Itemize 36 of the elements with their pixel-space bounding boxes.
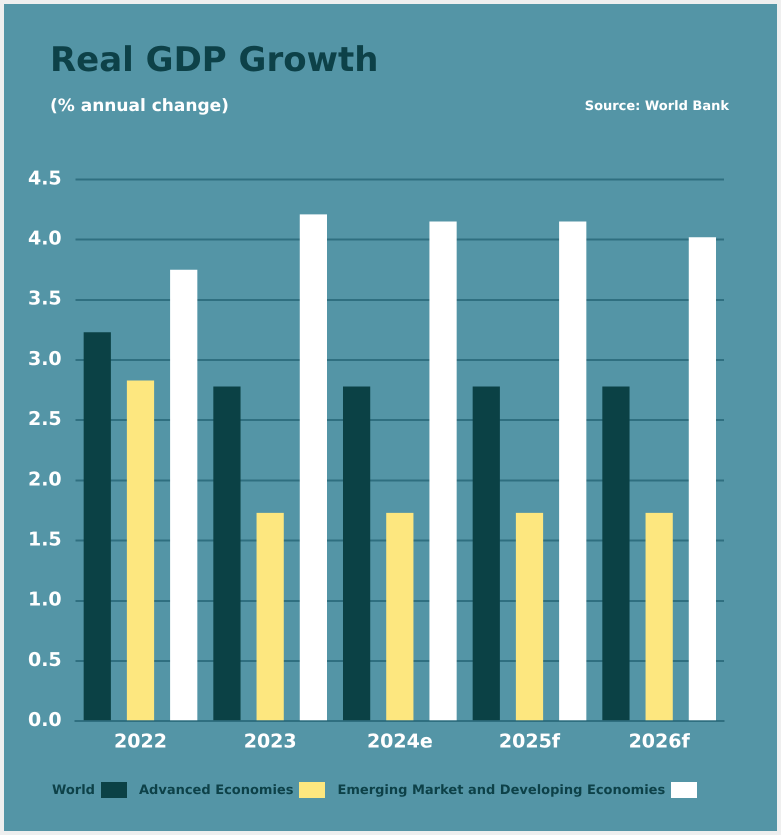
bar [559, 222, 586, 720]
x-tick-label: 2026f [628, 730, 690, 753]
x-tick-label: 2023 [244, 730, 297, 753]
bar [342, 386, 370, 720]
bar [213, 386, 241, 720]
bar [300, 214, 327, 720]
bar [688, 237, 716, 720]
y-tick-label: 4.0 [28, 228, 62, 250]
legend-label: Advanced Economies [138, 782, 294, 798]
y-tick-label: 3.0 [28, 348, 62, 370]
bar [386, 512, 414, 720]
bar [602, 386, 630, 720]
y-tick-label: 0.5 [28, 648, 62, 671]
x-tick-label: 2024e [366, 730, 433, 753]
y-tick-label: 1.0 [28, 588, 62, 611]
legend-label: Emerging Market and Developing Economies [337, 782, 666, 798]
source-note: Source: World Bank [584, 99, 729, 114]
y-tick-label: 2.0 [28, 468, 62, 490]
bar [516, 512, 544, 720]
legend-label: World [52, 782, 95, 798]
y-tick-label: 1.5 [28, 528, 62, 551]
bar [646, 512, 673, 720]
bar [472, 386, 500, 720]
y-tick-label: 0.0 [28, 709, 62, 732]
y-tick-label: 2.5 [28, 408, 62, 430]
bar [429, 222, 457, 720]
bar [256, 512, 284, 720]
bar [84, 332, 111, 720]
chart-subtitle: (% annual change) [50, 96, 229, 116]
x-tick-label: 2022 [114, 730, 167, 753]
chart-title: Real GDP Growth [50, 40, 378, 80]
bar [170, 270, 198, 720]
bar [126, 380, 154, 720]
y-tick-label: 3.5 [28, 288, 62, 310]
x-tick-label: 2025f [498, 730, 561, 753]
y-tick-label: 4.5 [28, 167, 62, 190]
